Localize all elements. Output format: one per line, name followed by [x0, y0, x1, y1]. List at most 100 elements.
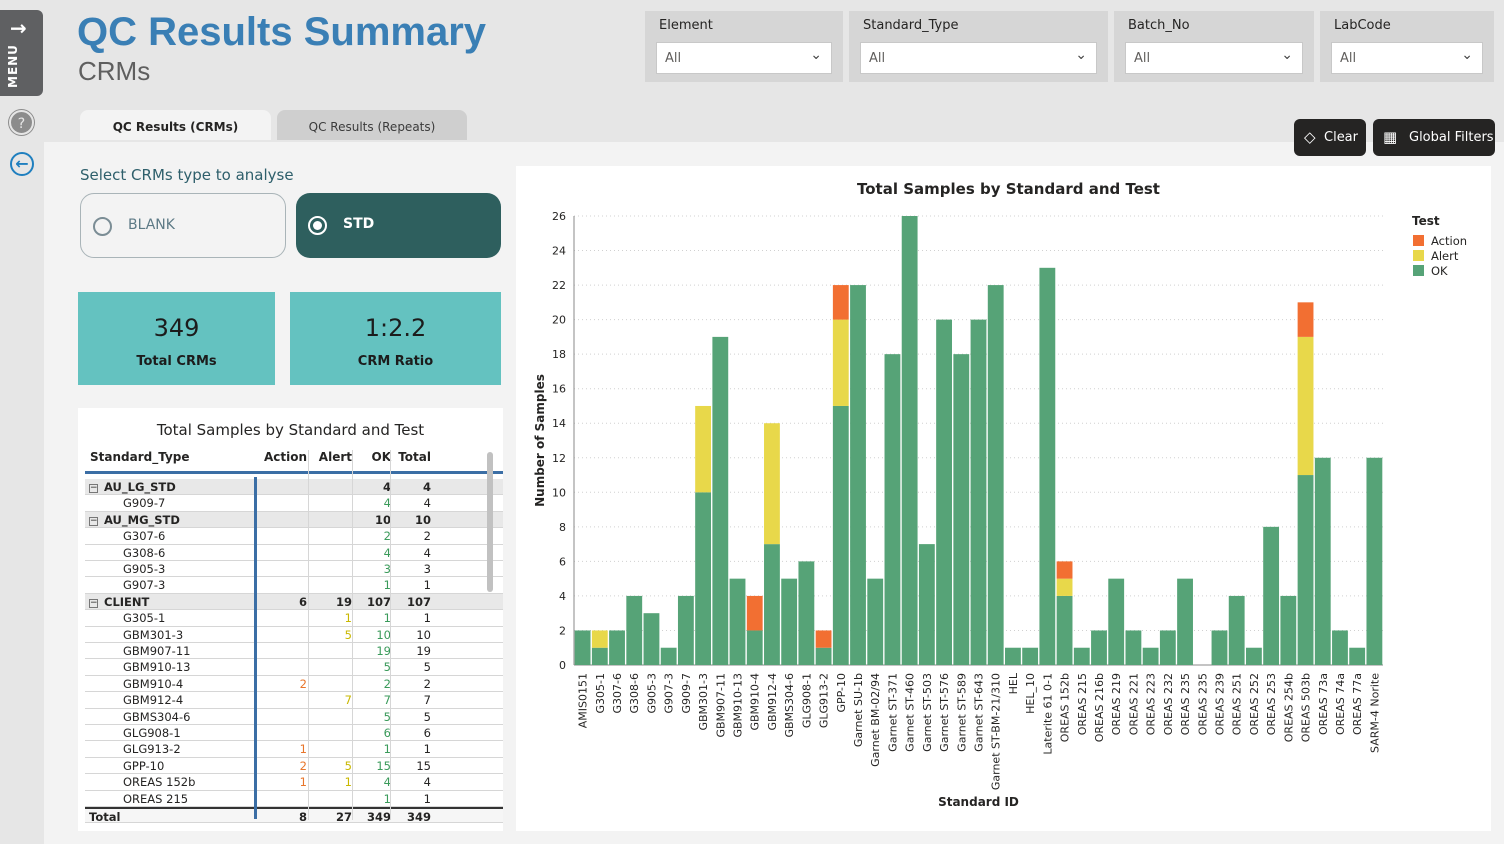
labcode-dropdown[interactable]: All ⌄: [1331, 42, 1483, 74]
stacked-bar-chart: Total Samples by Standard and Test 0 2 4 6 8 1…: [516, 166, 1491, 831]
menu-button[interactable]: → MENU: [0, 10, 43, 96]
table-row[interactable]: G909-7 4 4: [85, 495, 503, 512]
help-icon[interactable]: ?: [9, 110, 34, 135]
bar-segment-ok: [643, 613, 660, 665]
collapse-icon[interactable]: −: [89, 597, 98, 608]
bar-segment-ok: [901, 216, 918, 665]
table-row[interactable]: G307-6 2 2: [85, 528, 503, 545]
matrix-group-row[interactable]: − AU_LG_STD 4 4: [85, 479, 503, 496]
y-tick-label: 22: [552, 279, 566, 292]
x-tick-label: OREAS 216b: [1093, 673, 1106, 742]
table-row[interactable]: G907-3 1 1: [85, 577, 503, 594]
table-row[interactable]: G308-6 4 4: [85, 545, 503, 561]
chevron-down-icon: ⌄: [1075, 47, 1087, 63]
chevron-down-icon: ⌄: [810, 47, 822, 63]
slicer-labcode: LabCode All ⌄: [1320, 11, 1494, 82]
cell-ok: 107: [366, 594, 391, 609]
cell-total: 4: [423, 545, 431, 560]
cell-total: 3: [423, 562, 431, 576]
bar-segment-action: [832, 285, 849, 320]
cell-alert: 1: [344, 775, 352, 790]
slicer-label: LabCode: [1334, 18, 1391, 33]
cell-total: 10: [414, 512, 431, 527]
x-tick-label: GBMS304-6: [783, 673, 796, 738]
chevron-down-icon: ⌄: [1461, 47, 1473, 63]
legend-label: Action: [1431, 234, 1467, 248]
matrix-scrollbar[interactable]: [487, 452, 493, 592]
table-row[interactable]: G905-3 3 3: [85, 561, 503, 578]
cell-action: 2: [299, 758, 307, 773]
cell-ok: 15: [376, 758, 391, 773]
x-tick-label: Garnet ST-643: [973, 673, 986, 752]
table-row[interactable]: OREAS 215 1 1: [85, 791, 503, 807]
table-row[interactable]: OREAS 152b 1 1 4 4: [85, 774, 503, 791]
header-total[interactable]: Total: [398, 450, 431, 464]
global-filters-button[interactable]: ▦ Global Filters: [1373, 119, 1495, 156]
slicer-label: Batch_No: [1128, 18, 1190, 33]
header-ok[interactable]: OK: [371, 450, 392, 464]
std-option[interactable]: STD: [296, 193, 501, 258]
row-name: AU_MG_STD: [104, 512, 180, 527]
total-alert: 27: [335, 810, 352, 824]
legend-swatch-action: [1413, 235, 1424, 246]
clear-button[interactable]: ◇ Clear: [1294, 119, 1366, 156]
cell-ok: 5: [383, 709, 391, 724]
x-tick-label: G307-6: [611, 673, 624, 714]
matrix-group-row[interactable]: − AU_MG_STD 10 10: [85, 511, 503, 529]
x-tick-label: G305-1: [594, 673, 607, 714]
table-row[interactable]: GLG913-2 1 1 1: [85, 741, 503, 758]
bar-segment-ok: [1056, 595, 1073, 665]
table-row[interactable]: GBM912-4 7 7 7: [85, 692, 503, 709]
total-row: Total 8 27 349 349: [85, 807, 503, 824]
x-tick-label: G905-3: [645, 673, 658, 714]
cell-action: 2: [299, 676, 307, 691]
row-name: GBM910-13: [123, 660, 191, 675]
collapse-icon[interactable]: −: [89, 483, 98, 493]
x-tick-label: GPP-10: [835, 673, 848, 713]
bar-segment-ok: [815, 647, 832, 665]
table-row[interactable]: GBM301-3 5 10 10: [85, 627, 503, 643]
tab-qc-results-repeats[interactable]: QC Results (Repeats): [277, 110, 467, 140]
cell-total: 2: [423, 529, 431, 544]
table-row[interactable]: GBMS304-6 5 5: [85, 709, 503, 725]
collapse-icon[interactable]: −: [89, 515, 98, 526]
matrix-group-row[interactable]: − CLIENT 6 19 107 107: [85, 593, 503, 611]
table-row[interactable]: G305-1 1 1 1: [85, 610, 503, 627]
blank-option-label: BLANK: [128, 217, 175, 233]
table-row[interactable]: GBM910-4 2 2 2: [85, 676, 503, 693]
header-standard-type[interactable]: Standard_Type: [90, 450, 190, 464]
bar-segment-ok: [1228, 595, 1245, 665]
blank-option[interactable]: BLANK: [80, 193, 286, 258]
row-name: GBM301-3: [123, 627, 184, 642]
y-axis-label: Number of Samples: [533, 374, 547, 507]
table-row[interactable]: GPP-10 2 5 15 15: [85, 758, 503, 775]
table-row[interactable]: GBM910-13 5 5: [85, 659, 503, 676]
x-tick-label: OREAS 239: [1213, 673, 1226, 735]
x-tick-label: OREAS 77a: [1351, 673, 1364, 735]
matrix-header: Standard_Type Action Alert OK Total: [85, 450, 503, 474]
row-name: G307-6: [123, 529, 166, 544]
y-tick-label: 10: [552, 486, 566, 499]
header-action[interactable]: Action: [263, 450, 307, 464]
standard-type-dropdown[interactable]: All ⌄: [860, 42, 1097, 74]
tab-qc-results-crms[interactable]: QC Results (CRMs): [80, 110, 271, 140]
slicer-batch-no: Batch_No All ⌄: [1114, 11, 1314, 82]
slicer-standard-type: Standard_Type All ⌄: [849, 11, 1108, 82]
x-tick-label: Garnet ST-576: [938, 673, 951, 752]
header-alert[interactable]: Alert: [318, 450, 352, 464]
cell-total: 2: [423, 676, 431, 691]
cell-total: 15: [416, 758, 431, 773]
x-tick-label: OREAS 251: [1231, 673, 1244, 735]
back-arrow-icon[interactable]: ←: [10, 152, 34, 176]
legend-title: Test: [1412, 214, 1440, 228]
table-row[interactable]: GLG908-1 6 6: [85, 725, 503, 742]
cell-total: 5: [423, 660, 431, 675]
x-tick-label: Laterite 61 0-1: [1041, 673, 1054, 755]
table-row[interactable]: GBM907-11 19 19: [85, 643, 503, 660]
bar-segment-ok: [574, 630, 591, 665]
cell-total: 19: [416, 644, 431, 658]
element-dropdown[interactable]: All ⌄: [656, 42, 832, 74]
page-title: QC Results Summary: [77, 10, 487, 54]
row-name: G907-3: [123, 578, 166, 593]
batch-no-dropdown[interactable]: All ⌄: [1125, 42, 1303, 74]
